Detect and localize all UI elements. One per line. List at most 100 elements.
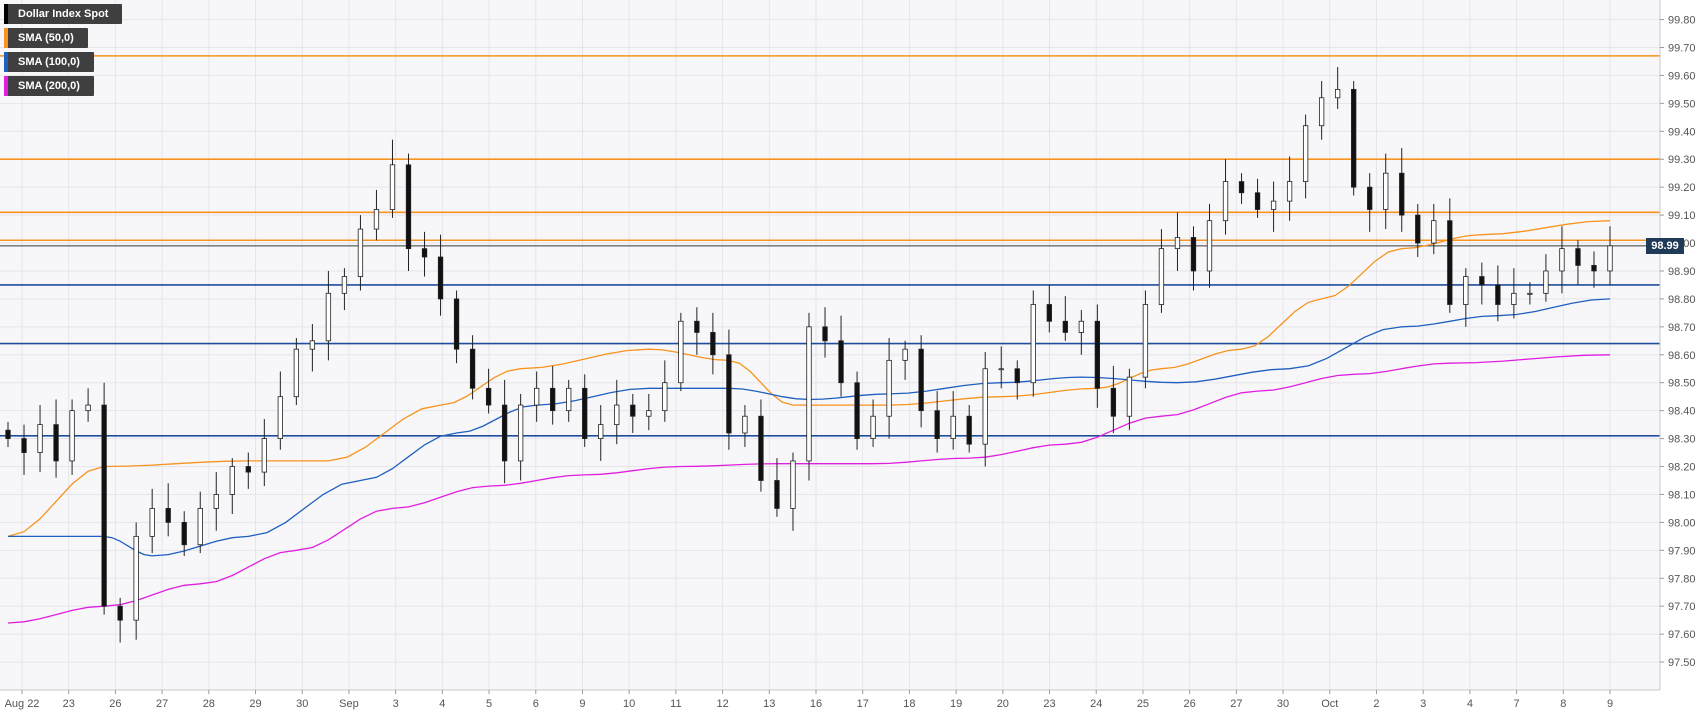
candle-body-down <box>181 521 187 546</box>
candle-body-down <box>245 466 251 473</box>
candle <box>902 340 908 380</box>
candle <box>886 338 892 439</box>
y-tick-label: 99.50 <box>1668 98 1696 110</box>
candle-body-up <box>1142 304 1149 378</box>
candle <box>341 268 348 311</box>
x-tick-label: 7 <box>1514 698 1520 710</box>
x-tick-label: 16 <box>810 698 822 710</box>
candle <box>1142 290 1149 389</box>
candle-body-down <box>582 387 588 439</box>
candle <box>1062 296 1068 341</box>
legend-item-sma-50[interactable]: SMA (50,0) <box>4 28 88 48</box>
candle <box>1447 198 1453 313</box>
candle-body-down <box>1190 237 1197 272</box>
candle <box>1351 81 1357 196</box>
candle-body-down <box>1415 214 1421 244</box>
candle <box>165 483 171 537</box>
candle-body-up <box>389 164 396 210</box>
candle <box>998 346 1004 389</box>
candle-body-down <box>1447 220 1453 305</box>
candle-body-down <box>758 415 764 481</box>
candle <box>614 379 620 445</box>
candle <box>229 458 235 515</box>
candle <box>181 511 187 556</box>
candle-body-down <box>485 387 492 406</box>
candle <box>582 374 588 447</box>
candle-body-up <box>886 359 892 417</box>
y-tick-label: 98.60 <box>1668 350 1696 362</box>
y-tick-label: 97.60 <box>1668 629 1696 641</box>
candle <box>1030 290 1036 397</box>
x-tick-label: 12 <box>716 698 728 710</box>
candle <box>53 399 59 478</box>
candle <box>373 189 380 241</box>
candle-body-down <box>1254 192 1261 210</box>
candle-body-down <box>165 508 171 523</box>
candle-body-up <box>1158 248 1165 305</box>
candle <box>21 424 27 475</box>
candle-body-up <box>517 404 524 462</box>
candle-body-up <box>1527 292 1533 295</box>
x-axis-ticks: Aug 22 23 26 27 28 29 30 Sep 3 4 5 6 9 10 11 12 13 16 17 18… <box>5 690 1613 710</box>
x-tick-label: 9 <box>579 698 585 710</box>
candle-body-down <box>1062 320 1068 333</box>
candle <box>678 312 684 392</box>
candle-body-down <box>1238 181 1245 194</box>
x-tick-label: 24 <box>1090 698 1102 710</box>
candle <box>501 379 508 484</box>
x-tick-label: 28 <box>203 698 215 710</box>
candle-body-up <box>1302 125 1309 182</box>
candle <box>1479 262 1485 305</box>
candle-body-up <box>1318 97 1325 127</box>
candle <box>870 399 876 447</box>
candle <box>630 393 636 433</box>
candle-body-up <box>1126 376 1133 417</box>
y-tick-label: 98.50 <box>1668 378 1696 390</box>
candle-body-up <box>982 368 988 445</box>
x-tick-label: 26 <box>109 698 121 710</box>
x-tick-label: 27 <box>156 698 168 710</box>
candle <box>1415 203 1421 258</box>
candle-body-down <box>405 164 412 250</box>
candle <box>1078 310 1084 355</box>
x-tick-label: 2 <box>1373 698 1379 710</box>
candle-body-up <box>790 460 796 509</box>
candle <box>5 421 11 447</box>
x-tick-label: 23 <box>63 698 75 710</box>
candle-body-up <box>902 348 908 361</box>
y-tick-label: 98.20 <box>1668 462 1696 474</box>
x-tick-label: 18 <box>903 698 915 710</box>
y-tick-label: 99.70 <box>1668 42 1696 54</box>
candle <box>966 405 972 453</box>
legend-item-sma-100[interactable]: SMA (100,0) <box>4 52 94 72</box>
candle-body-up <box>598 424 604 439</box>
candle-body-down <box>1591 264 1597 272</box>
candle-body-up <box>646 410 652 417</box>
candle <box>982 351 988 467</box>
candle <box>517 393 524 481</box>
y-tick-label: 97.90 <box>1668 545 1696 557</box>
candle-body-down <box>1495 284 1501 305</box>
candle <box>1254 178 1261 218</box>
candle <box>662 360 668 422</box>
candle <box>85 388 91 422</box>
candle <box>854 371 860 450</box>
candle-body-down <box>934 410 940 439</box>
legend-item-sma-200[interactable]: SMA (200,0) <box>4 76 94 96</box>
candle <box>421 231 428 277</box>
candle <box>598 405 604 461</box>
x-tick-label: Oct <box>1321 698 1338 710</box>
candle-body-down <box>1351 88 1357 188</box>
candle-body-down <box>1479 276 1485 286</box>
candle <box>790 452 796 531</box>
candle-body-down <box>437 256 444 300</box>
chart-legend: Dollar Index Spot SMA (50,0) SMA (100,0)… <box>4 4 123 100</box>
candle <box>758 399 764 492</box>
plot-background <box>0 0 1660 690</box>
candle-body-up <box>950 415 956 439</box>
legend-swatch <box>4 28 8 48</box>
y-tick-label: 98.70 <box>1668 322 1696 334</box>
candle <box>822 307 828 358</box>
candle <box>213 472 219 531</box>
legend-item-dollar-index[interactable]: Dollar Index Spot <box>4 4 123 24</box>
